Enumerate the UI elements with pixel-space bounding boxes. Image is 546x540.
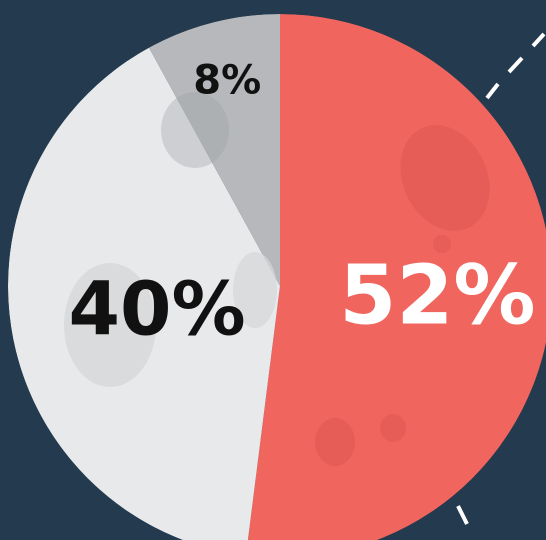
slice-labels: 52% 40% 8% xyxy=(69,58,536,353)
slice-label-2: 8% xyxy=(193,58,261,104)
crater xyxy=(233,252,277,328)
crater xyxy=(64,263,156,387)
crater xyxy=(400,125,490,231)
orbit-dash xyxy=(507,56,524,74)
orbit-dash xyxy=(485,82,500,100)
slice-label-1: 40% xyxy=(69,266,246,352)
crater xyxy=(433,235,451,253)
orbit-dashes xyxy=(456,32,546,525)
crater xyxy=(380,414,406,442)
orbit-dash xyxy=(531,32,546,48)
pie-slice-2 xyxy=(148,14,280,286)
orbit-dash xyxy=(456,505,469,525)
slice-label-0: 52% xyxy=(339,248,535,343)
crater xyxy=(161,92,229,168)
pie-slice-0 xyxy=(245,14,546,540)
crater xyxy=(315,418,355,466)
moon-craters xyxy=(64,92,490,466)
